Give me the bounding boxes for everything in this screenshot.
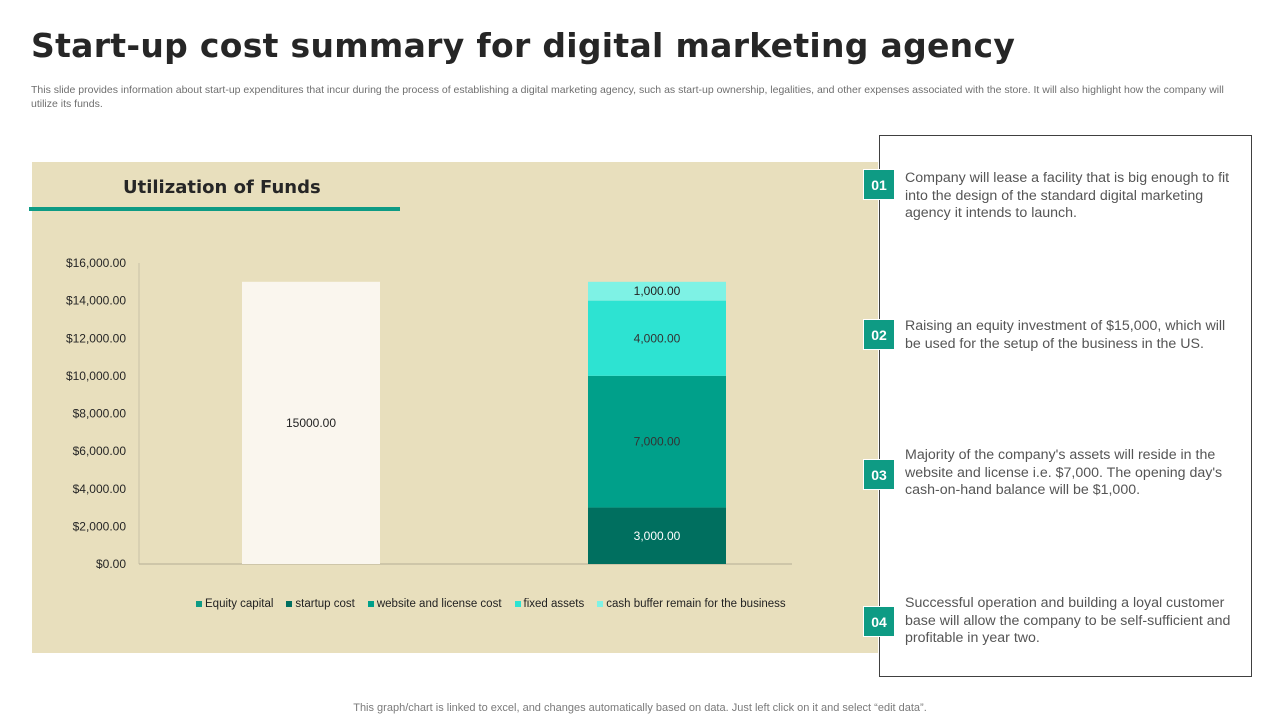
legend-label: cash buffer remain for the business [606, 598, 786, 610]
info-point-1: 01 Company will lease a facility that is… [863, 160, 1243, 223]
y-tick-label: $4,000.00 [73, 482, 127, 496]
y-tick-label: $16,000.00 [66, 256, 126, 270]
legend-label: website and license cost [376, 598, 502, 610]
legend-swatch [286, 601, 293, 607]
y-tick-label: $14,000.00 [66, 294, 126, 308]
info-point-4: 04 Successful operation and building a l… [863, 595, 1243, 648]
bar-segment [242, 281, 380, 564]
chart-heading: Utilization of Funds [123, 177, 321, 198]
bar-segment [588, 507, 726, 564]
legend-item: website and license cost [367, 598, 502, 610]
data-label: 4,000.00 [634, 331, 681, 345]
legend-swatch [367, 601, 374, 607]
legend-swatch [597, 601, 604, 607]
chart-heading-underline [29, 207, 400, 211]
legend-label: fixed assets [523, 598, 585, 610]
legend-swatch [514, 601, 521, 607]
point-number-badge: 01 [863, 169, 895, 200]
chart-legend: Equity capital startup cost website and li… [196, 598, 786, 610]
data-label: 15000.00 [286, 416, 336, 430]
point-text: Company will lease a facility that is bi… [905, 170, 1230, 221]
y-tick-label: $10,000.00 [66, 369, 126, 383]
info-panel [879, 135, 1252, 677]
y-tick-label: $2,000.00 [73, 519, 127, 533]
bar-segment [588, 375, 726, 508]
page-title: Start-up cost summary for digital market… [31, 26, 1016, 65]
point-text: Majority of the company's assets will re… [905, 447, 1223, 498]
y-tick-label: $8,000.00 [73, 407, 127, 421]
y-tick-label: $0.00 [96, 557, 126, 571]
bar-segment [588, 281, 726, 301]
bar-segment [588, 300, 726, 376]
legend-swatch [196, 601, 202, 607]
page-subtitle: This slide provides information about st… [31, 84, 1224, 110]
point-number-badge: 02 [863, 319, 895, 350]
data-label: 3,000.00 [634, 529, 681, 543]
y-tick-label: $12,000.00 [66, 331, 126, 345]
info-point-2: 02 Raising an equity investment of $15,0… [863, 310, 1243, 353]
point-text: Successful operation and building a loya… [905, 595, 1231, 646]
point-number-badge: 04 [863, 606, 895, 637]
data-label: 7,000.00 [634, 435, 681, 449]
legend-item: Equity capital [196, 598, 273, 610]
legend-item: fixed assets [514, 598, 585, 610]
legend-label: Equity capital [205, 598, 274, 610]
stacked-bar-chart[interactable]: $0.00 $2,000.00 $4,000.00 $6,000.00 $8,000.0… [32, 162, 878, 592]
info-point-3: 03 Majority of the company's assets will… [863, 447, 1243, 500]
legend-item: startup cost [286, 598, 355, 610]
point-text: Raising an equity investment of $15,000,… [905, 318, 1226, 352]
point-number-badge: 03 [863, 459, 895, 490]
y-tick-label: $6,000.00 [73, 444, 127, 458]
legend-label: startup cost [295, 598, 355, 610]
chart-panel [32, 162, 878, 653]
legend-item: cash buffer remain for the business [597, 598, 786, 610]
footer-note: This graph/chart is linked to excel, and… [353, 702, 927, 714]
data-label: 1,000.00 [634, 284, 681, 298]
